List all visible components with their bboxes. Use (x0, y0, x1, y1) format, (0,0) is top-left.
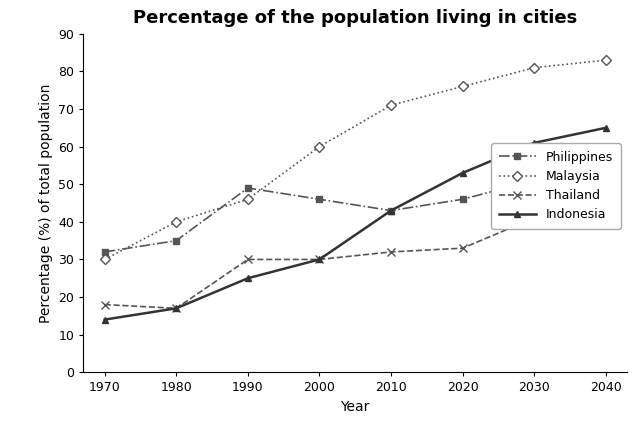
Thailand (531, 216, 538, 221)
Thailand (602, 182, 609, 187)
Indonesia (531, 140, 538, 146)
Malaysia (602, 58, 609, 63)
Line: Philippines: Philippines (101, 158, 609, 255)
Y-axis label: Percentage (%) of total population: Percentage (%) of total population (38, 83, 52, 323)
Malaysia (101, 257, 109, 262)
Malaysia (459, 84, 467, 89)
Indonesia (602, 125, 609, 130)
Philippines (459, 197, 467, 202)
Philippines (172, 238, 180, 243)
Title: Percentage of the population living in cities: Percentage of the population living in c… (133, 9, 577, 27)
Malaysia (531, 65, 538, 70)
Thailand (101, 302, 109, 307)
Thailand (244, 257, 252, 262)
Philippines (531, 178, 538, 183)
Thailand (459, 246, 467, 251)
Line: Thailand: Thailand (100, 180, 610, 313)
Thailand (172, 306, 180, 311)
Malaysia (244, 197, 252, 202)
Philippines (244, 185, 252, 190)
Line: Malaysia: Malaysia (101, 57, 609, 263)
Line: Indonesia: Indonesia (101, 124, 609, 323)
Indonesia (172, 306, 180, 311)
Thailand (316, 257, 323, 262)
X-axis label: Year: Year (340, 400, 370, 414)
Malaysia (387, 103, 395, 108)
Indonesia (387, 208, 395, 213)
Malaysia (316, 144, 323, 149)
Indonesia (101, 317, 109, 322)
Philippines (101, 250, 109, 255)
Philippines (602, 159, 609, 164)
Philippines (316, 197, 323, 202)
Legend: Philippines, Malaysia, Thailand, Indonesia: Philippines, Malaysia, Thailand, Indones… (492, 143, 621, 229)
Indonesia (244, 276, 252, 281)
Indonesia (316, 257, 323, 262)
Malaysia (172, 219, 180, 224)
Philippines (387, 208, 395, 213)
Indonesia (459, 170, 467, 176)
Thailand (387, 250, 395, 255)
